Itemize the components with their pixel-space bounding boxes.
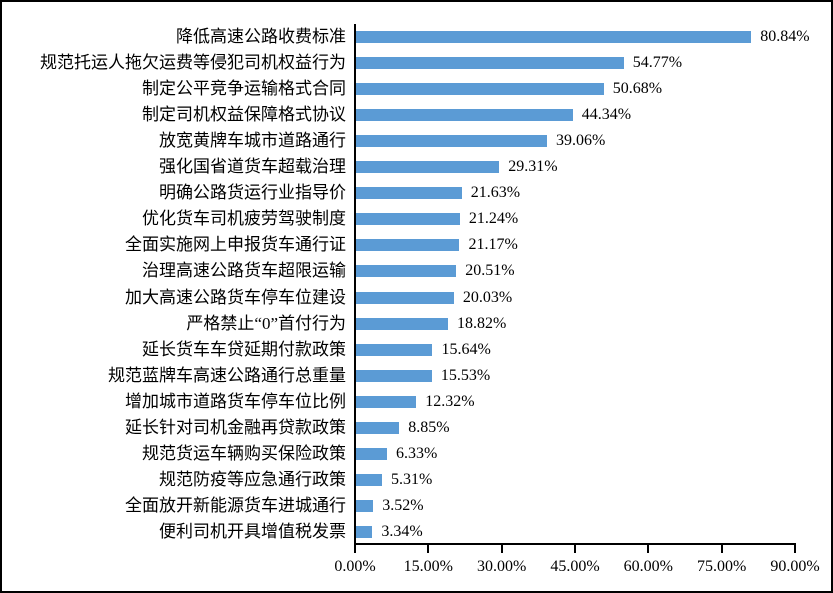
bar — [356, 57, 624, 70]
value-label: 20.03% — [462, 288, 513, 306]
x-axis-tick — [720, 545, 723, 553]
x-axis-tick-label: 30.00% — [476, 558, 527, 575]
bar — [356, 395, 417, 408]
category-label: 优化货车司机疲劳驾驶制度 — [142, 209, 346, 229]
bar — [356, 187, 462, 200]
category-label: 延长货车车贷延期付款政策 — [142, 339, 346, 359]
category-label: 规范防疫等应急通行政策 — [159, 469, 346, 489]
category-label: 全面实施网上申报货车通行证 — [125, 235, 346, 255]
bar — [356, 31, 752, 44]
x-axis-tick-label: 0.00% — [334, 558, 376, 575]
x-axis-tick — [794, 545, 796, 553]
category-label: 规范托运人拖欠运费等侵犯司机权益行为 — [40, 53, 346, 73]
bar — [356, 421, 400, 434]
value-label: 21.17% — [468, 236, 518, 254]
value-label: 20.51% — [465, 262, 515, 280]
bar — [356, 239, 460, 252]
bar — [356, 525, 373, 538]
x-axis-tick-label: 45.00% — [550, 558, 600, 575]
x-axis-tick-label: 90.00% — [770, 558, 820, 575]
value-label: 3.52% — [382, 496, 424, 514]
value-label: 18.82% — [457, 314, 507, 332]
value-label: 5.31% — [390, 470, 433, 488]
value-label: 39.06% — [555, 132, 606, 150]
bar — [356, 161, 500, 174]
bar — [356, 109, 573, 122]
x-axis-tick-label: 60.00% — [623, 558, 673, 575]
value-label: 15.53% — [440, 366, 491, 384]
category-label: 规范蓝牌车高速公路通行总重量 — [108, 365, 346, 385]
value-label: 21.24% — [468, 210, 519, 228]
value-label: 3.34% — [381, 522, 423, 540]
x-axis-tick — [354, 545, 356, 553]
y-axis-line — [354, 24, 356, 545]
x-axis-tick — [500, 545, 503, 553]
value-label: 6.33% — [395, 444, 438, 462]
category-label: 制定公平竞争运输格式合同 — [142, 79, 346, 99]
x-axis-tick — [647, 545, 650, 553]
value-label: 15.64% — [441, 340, 491, 358]
bar — [356, 83, 604, 96]
bar — [356, 447, 387, 460]
bar — [356, 343, 433, 356]
category-label: 全面放开新能源货车进城通行 — [125, 495, 346, 515]
category-label: 制定司机权益保障格式协议 — [142, 105, 346, 125]
x-axis-tick-label: 15.00% — [403, 558, 453, 575]
value-label: 21.63% — [470, 184, 521, 202]
value-label: 12.32% — [425, 392, 475, 410]
category-label: 放宽黄牌车城市道路通行 — [159, 131, 346, 151]
category-label: 增加城市道路货车停车位比例 — [125, 391, 346, 411]
category-label: 延长针对司机金融再贷款政策 — [125, 417, 346, 437]
category-label: 治理高速公路货车超限运输 — [142, 261, 346, 281]
value-label: 50.68% — [612, 80, 663, 98]
bar — [356, 265, 457, 278]
x-axis-tick — [427, 545, 430, 553]
bar — [356, 291, 454, 304]
bar — [356, 473, 382, 486]
category-label: 规范货运车辆购买保险政策 — [142, 443, 346, 463]
x-axis-tick-label: 75.00% — [696, 558, 747, 575]
bar — [356, 213, 460, 226]
category-label: 降低高速公路收费标准 — [176, 27, 346, 46]
bar — [356, 135, 547, 148]
category-label: 便利司机开具增值税发票 — [159, 521, 346, 541]
x-axis-line — [354, 543, 796, 545]
value-label: 29.31% — [508, 158, 558, 176]
category-label: 严格禁止“0”首付行为 — [186, 313, 346, 333]
category-label: 强化国省道货车超载治理 — [159, 157, 346, 177]
x-axis-tick — [574, 545, 576, 553]
value-label: 8.85% — [408, 418, 450, 436]
category-label: 加大高速公路货车停车位建设 — [125, 287, 346, 307]
bar — [356, 369, 432, 382]
value-label: 44.34% — [581, 106, 632, 124]
value-label: 80.84% — [760, 28, 810, 45]
category-label: 明确公路货运行业指导价 — [159, 183, 346, 203]
bar — [356, 317, 448, 330]
bar — [356, 499, 374, 512]
value-label: 54.77% — [632, 54, 683, 72]
